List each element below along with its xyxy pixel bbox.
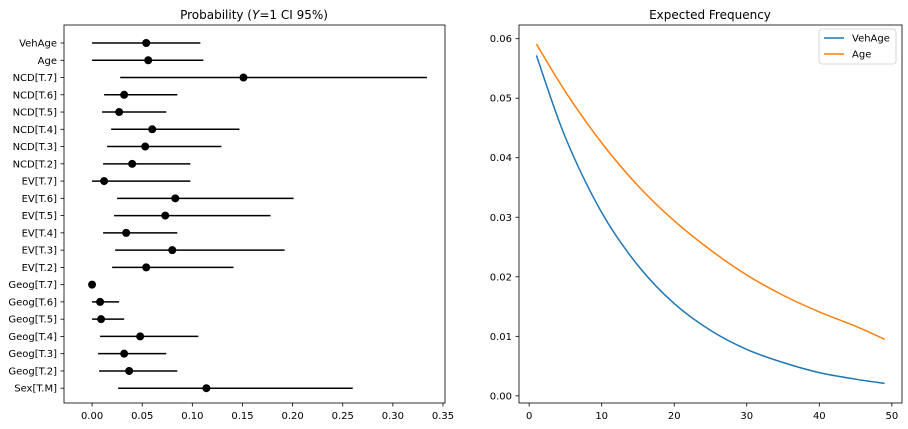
x-tick-label: 0.00 xyxy=(81,411,103,422)
y-tick-label: 0.04 xyxy=(490,153,512,164)
x-tick-label: 20 xyxy=(668,411,681,422)
estimate-point xyxy=(142,39,151,47)
legend: VehAge Age xyxy=(818,28,897,65)
estimate-point xyxy=(120,90,129,99)
plot-area-frame xyxy=(518,24,903,404)
y-tick-label: EV[T.4] xyxy=(22,228,58,239)
series-line-age xyxy=(535,43,885,340)
y-tick-label: 0.03 xyxy=(490,213,512,224)
y-tick-label: EV[T.3] xyxy=(22,246,58,257)
estimate-point xyxy=(128,159,137,168)
x-tick-label: 10 xyxy=(595,411,608,422)
estimate-point xyxy=(125,366,134,375)
y-tick-label: Geog[T.3] xyxy=(8,349,57,360)
y-tick-label: NCD[T.4] xyxy=(13,125,58,136)
x-tick-label: 0.30 xyxy=(382,411,404,422)
y-tick-label: 0.06 xyxy=(490,34,512,45)
estimate-point xyxy=(122,228,131,237)
y-tick-label: EV[T.7] xyxy=(22,177,58,188)
estimate-point xyxy=(144,56,153,65)
y-tick-label: Age xyxy=(38,56,57,67)
y-tick-label: Sex[T.M] xyxy=(14,384,57,395)
y-tick-label: 0.00 xyxy=(490,391,512,402)
x-tick-label: 0.35 xyxy=(432,411,454,422)
y-tick-label: NCD[T.5] xyxy=(13,108,58,119)
estimate-point xyxy=(88,280,97,289)
y-tick-label: EV[T.2] xyxy=(22,263,58,274)
x-tick-label: 0.05 xyxy=(131,411,153,422)
probability-ci-chart: Probability (Y=1 CI 95%) VehAge Age NCD[T.… xyxy=(8,8,454,422)
y-tick-label: NCD[T.6] xyxy=(13,90,58,101)
plot-area-frame xyxy=(63,24,446,404)
y-tick-label: Geog[T.5] xyxy=(8,315,57,326)
y-axis: VehAge Age NCD[T.7] NCD[T.6] NCD[T.5] NCD[T.4… xyxy=(8,39,64,395)
x-tick-label: 40 xyxy=(813,411,826,422)
y-tick-label: 0.01 xyxy=(490,332,512,343)
x-tick-label: 30 xyxy=(740,411,753,422)
estimate-point xyxy=(142,263,151,272)
expected-frequency-chart: Expected Frequency 0.000.010.020.030.040… xyxy=(490,8,903,422)
estimate-point xyxy=(202,384,211,393)
y-tick-label: EV[T.5] xyxy=(22,211,58,222)
x-tick-label: 0 xyxy=(526,411,532,422)
estimate-point xyxy=(161,211,170,220)
estimate-point xyxy=(115,108,124,117)
x-tick-label: 0.10 xyxy=(181,411,203,422)
estimate-point xyxy=(168,246,177,255)
estimate-point xyxy=(100,177,109,186)
estimate-point xyxy=(97,315,106,324)
x-tick-label: 0.20 xyxy=(281,411,303,422)
x-axis: 0.00 0.05 0.10 0.15 0.20 0.25 0.30 0.35 xyxy=(81,403,454,422)
y-tick-label: VehAge xyxy=(19,39,57,50)
estimate-point xyxy=(171,194,180,203)
chart-title: Expected Frequency xyxy=(649,8,771,22)
y-tick-label: NCD[T.2] xyxy=(13,159,58,170)
chart-title: Probability (Y=1 CI 95%) xyxy=(180,8,328,22)
y-tick-label: 0.05 xyxy=(490,94,512,105)
series-lines xyxy=(535,43,885,385)
estimate-point xyxy=(239,73,248,82)
y-tick-label: NCD[T.7] xyxy=(13,73,58,84)
x-tick-label: 50 xyxy=(885,411,898,422)
estimate-point xyxy=(96,297,105,306)
y-tick-label: EV[T.6] xyxy=(22,194,58,205)
x-axis: 0 10 20 30 40 50 xyxy=(526,403,898,422)
x-tick-label: 0.15 xyxy=(231,411,253,422)
legend-label: Age xyxy=(852,50,871,61)
y-axis: 0.00 0.01 0.02 0.03 0.04 0.05 0.06 xyxy=(490,34,519,402)
x-tick-label: 0.25 xyxy=(332,411,354,422)
legend-label: VehAge xyxy=(852,34,890,45)
estimate-point xyxy=(120,349,129,358)
y-tick-label: Geog[T.6] xyxy=(8,297,57,308)
estimate-point xyxy=(141,142,150,151)
y-tick-label: Geog[T.7] xyxy=(8,280,57,291)
y-tick-label: NCD[T.3] xyxy=(13,142,58,153)
ci-marks xyxy=(88,39,427,393)
estimate-point xyxy=(136,332,145,341)
y-tick-label: Geog[T.4] xyxy=(8,332,57,343)
y-tick-label: Geog[T.2] xyxy=(8,366,57,377)
series-line-vehage xyxy=(535,55,885,385)
estimate-point xyxy=(148,125,157,134)
y-tick-label: 0.02 xyxy=(490,272,512,283)
